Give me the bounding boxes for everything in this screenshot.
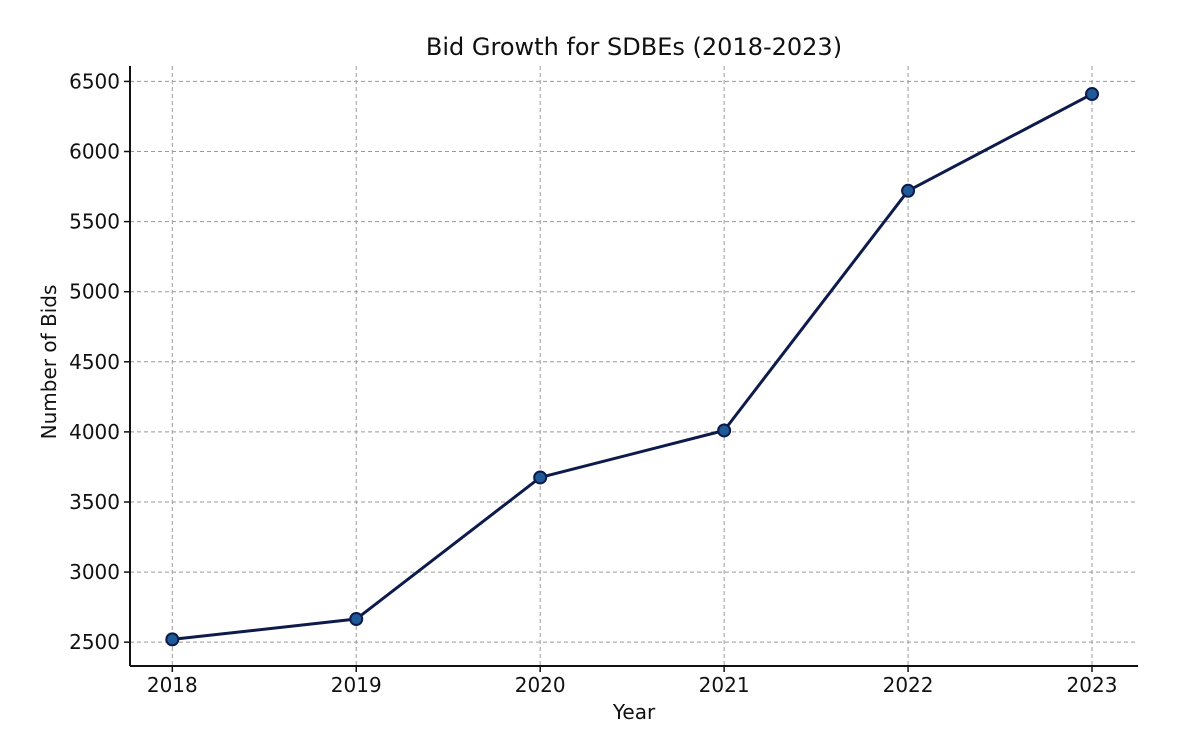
y-tick-label: 5000 [69,280,120,304]
data-point [533,470,548,485]
x-tick-label: 2022 [883,673,934,697]
y-tick-label: 2500 [69,630,120,654]
y-tick-label: 5500 [69,210,120,234]
chart-title: Bid Growth for SDBEs (2018-2023) [426,33,842,61]
axes-layer [124,66,1138,672]
y-tick-label: 4500 [69,350,120,374]
grid-layer [130,66,1138,666]
x-tick-label: 2020 [515,673,566,697]
labels-layer: Bid Growth for SDBEs (2018-2023) Year Nu… [37,33,1117,724]
data-point [349,612,364,627]
y-tick-label: 4000 [69,420,120,444]
x-tick-label: 2021 [699,673,750,697]
y-tick-label: 6000 [69,140,120,164]
data-point [901,183,916,198]
series-line [170,92,1094,641]
data-point [165,632,180,647]
x-tick-label: 2018 [147,673,198,697]
y-tick-label: 3500 [69,490,120,514]
series-layer [165,87,1100,647]
data-point [1085,87,1100,102]
x-axis-title: Year [612,700,656,724]
y-axis-title: Number of Bids [37,285,61,440]
data-point [717,423,732,438]
x-tick-label: 2019 [331,673,382,697]
y-tick-label: 3000 [69,560,120,584]
x-tick-label: 2023 [1067,673,1118,697]
y-tick-label: 6500 [69,69,120,93]
